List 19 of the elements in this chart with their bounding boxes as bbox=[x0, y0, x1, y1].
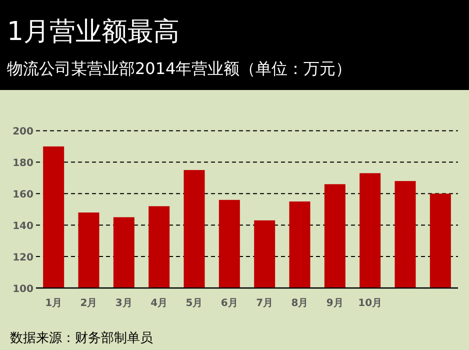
x-tick-label: 5月 bbox=[186, 298, 203, 309]
x-tick-label: 8月 bbox=[291, 298, 308, 309]
x-tick-label: 9月 bbox=[326, 298, 344, 309]
x-tick-label: 1月 bbox=[45, 298, 62, 309]
source-note: 数据来源：财务部制单员 bbox=[10, 331, 153, 346]
x-tick-label: 6月 bbox=[220, 298, 238, 309]
y-tick-label: 200 bbox=[12, 126, 34, 138]
y-tick-label: 140 bbox=[12, 221, 34, 232]
x-tick-label: 7月 bbox=[256, 298, 274, 309]
x-tick-label: 2月 bbox=[80, 298, 98, 309]
y-tick-label: 100 bbox=[12, 284, 34, 295]
x-tick-label: 4月 bbox=[150, 298, 168, 309]
x-tick-label: 3月 bbox=[115, 298, 132, 309]
y-tick-label: 120 bbox=[12, 252, 34, 264]
chart-subtitle: 物流公司某营业部2014年营业额（单位：万元） bbox=[7, 59, 352, 78]
x-tick-label: 10月 bbox=[358, 298, 382, 309]
chart-title: 1月营业额最高 bbox=[7, 17, 180, 47]
y-tick-label: 160 bbox=[12, 190, 34, 201]
y-tick-label: 180 bbox=[12, 158, 34, 170]
